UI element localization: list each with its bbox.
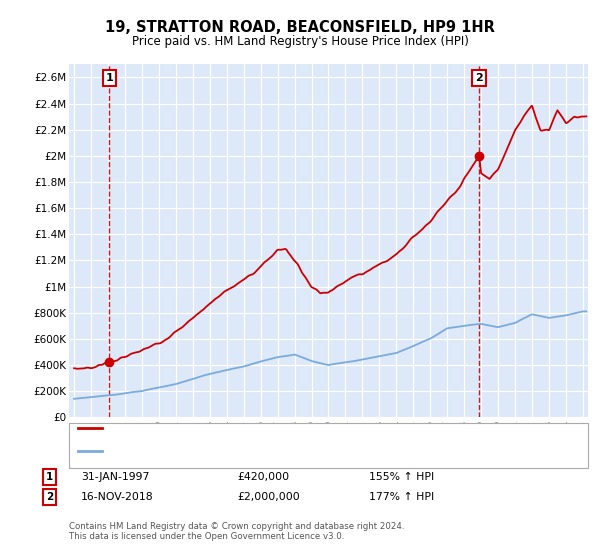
Text: Price paid vs. HM Land Registry's House Price Index (HPI): Price paid vs. HM Land Registry's House … <box>131 35 469 48</box>
Text: 31-JAN-1997: 31-JAN-1997 <box>81 472 149 482</box>
Text: 2: 2 <box>46 492 53 502</box>
Text: HPI: Average price, detached house, Buckinghamshire: HPI: Average price, detached house, Buck… <box>108 446 392 456</box>
Text: £420,000: £420,000 <box>237 472 289 482</box>
Text: 1: 1 <box>46 472 53 482</box>
Text: 19, STRATTON ROAD, BEACONSFIELD, HP9 1HR: 19, STRATTON ROAD, BEACONSFIELD, HP9 1HR <box>105 20 495 35</box>
Text: 2: 2 <box>475 73 483 83</box>
Text: 16-NOV-2018: 16-NOV-2018 <box>81 492 154 502</box>
Text: 155% ↑ HPI: 155% ↑ HPI <box>369 472 434 482</box>
Text: 1: 1 <box>106 73 113 83</box>
Text: £2,000,000: £2,000,000 <box>237 492 300 502</box>
Text: Contains HM Land Registry data © Crown copyright and database right 2024.
This d: Contains HM Land Registry data © Crown c… <box>69 522 404 542</box>
Text: 19, STRATTON ROAD, BEACONSFIELD, HP9 1HR (detached house): 19, STRATTON ROAD, BEACONSFIELD, HP9 1HR… <box>108 423 449 433</box>
Text: 177% ↑ HPI: 177% ↑ HPI <box>369 492 434 502</box>
